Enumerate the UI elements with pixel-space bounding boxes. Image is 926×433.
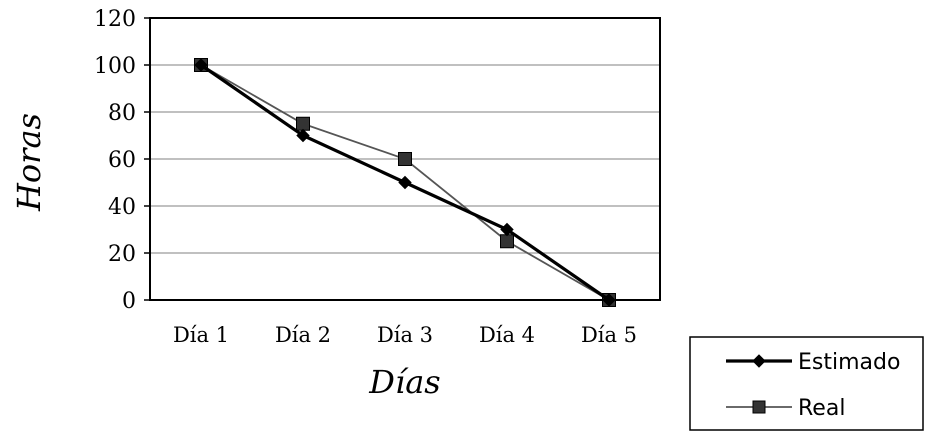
diamond-marker xyxy=(500,222,514,237)
series-layer xyxy=(194,58,616,307)
x-tick-label: Día 4 xyxy=(479,323,535,347)
y-axis-title: Horas xyxy=(10,113,48,212)
y-tick-label: 80 xyxy=(108,101,136,126)
series-real xyxy=(194,58,616,307)
diamond-marker xyxy=(194,58,208,72)
y-tick-label: 120 xyxy=(94,7,136,32)
y-tick-label: 40 xyxy=(108,195,136,220)
x-axis: Día 1 Día 2 Día 3 Día 4 Día 5 xyxy=(173,323,637,347)
legend-item-real: Real xyxy=(726,396,845,421)
series-estimado xyxy=(194,58,616,307)
legend: Estimado Real xyxy=(689,336,924,431)
diamond-marker xyxy=(602,293,616,307)
legend-box xyxy=(689,336,924,431)
x-tick-label: Día 5 xyxy=(581,323,637,347)
square-marker xyxy=(398,152,412,166)
y-tick-label: 100 xyxy=(94,54,136,79)
legend-label: Estimado xyxy=(798,350,900,375)
y-tick-label: 20 xyxy=(108,242,136,267)
y-axis: 0 20 40 60 80 100 120 xyxy=(94,7,150,314)
y-tick-label: 60 xyxy=(108,148,136,173)
legend-label: Real xyxy=(798,396,845,421)
diamond-marker xyxy=(752,354,766,368)
x-axis-title: Días xyxy=(368,363,440,401)
diamond-marker xyxy=(398,175,412,190)
y-tick-label: 0 xyxy=(122,289,136,314)
x-tick-label: Día 2 xyxy=(275,323,331,347)
x-tick-label: Día 1 xyxy=(173,323,229,347)
square-marker xyxy=(296,116,310,131)
x-tick-label: Día 3 xyxy=(377,323,433,347)
square-marker xyxy=(500,234,514,249)
diamond-marker xyxy=(296,128,310,143)
legend-item-estimado: Estimado xyxy=(726,350,900,375)
square-marker xyxy=(752,400,766,414)
